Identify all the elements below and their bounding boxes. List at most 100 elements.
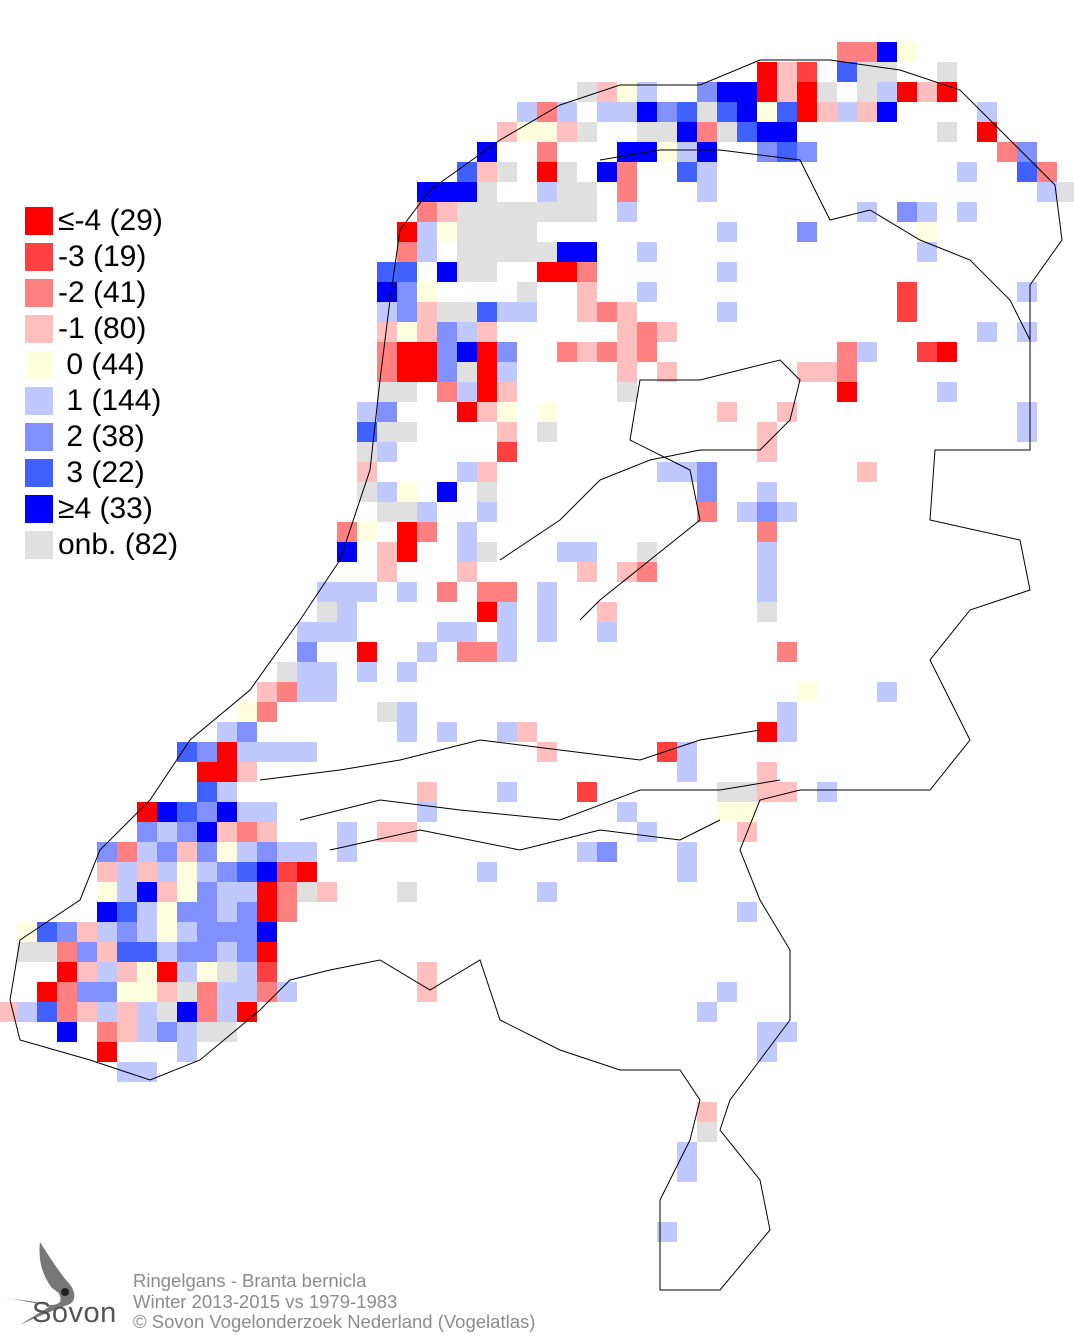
grid-cell: [37, 942, 57, 962]
grid-cell: [757, 122, 777, 142]
grid-cell: [497, 782, 517, 802]
grid-cell: [717, 222, 737, 242]
grid-cell: [617, 562, 637, 582]
grid-cell: [377, 322, 397, 342]
grid-cell: [777, 1022, 797, 1042]
grid-cell: [757, 62, 777, 82]
grid-cell: [777, 142, 797, 162]
grid-cell: [437, 622, 457, 642]
grid-cell: [577, 82, 597, 102]
grid-cell: [877, 42, 897, 62]
grid-cell: [697, 482, 717, 502]
grid-cell: [117, 922, 137, 942]
grid-cell: [217, 862, 237, 882]
grid-cell: [617, 382, 637, 402]
grid-cell: [417, 182, 437, 202]
grid-cell: [697, 462, 717, 482]
grid-cell: [97, 942, 117, 962]
grid-cell: [697, 102, 717, 122]
grid-cell: [817, 362, 837, 382]
grid-cell: [737, 502, 757, 522]
grid-cell: [637, 102, 657, 122]
grid-cell: [257, 962, 277, 982]
grid-cell: [637, 322, 657, 342]
grid-cell: [477, 642, 497, 662]
grid-cell: [657, 322, 677, 342]
legend-label: 3 (22): [58, 456, 145, 489]
grid-cell: [537, 742, 557, 762]
grid-cell: [37, 982, 57, 1002]
grid-cell: [637, 562, 657, 582]
grid-cell: [397, 482, 417, 502]
grid-cell: [897, 82, 917, 102]
grid-cell: [417, 362, 437, 382]
legend-swatch: [25, 459, 53, 487]
grid-cell: [297, 622, 317, 642]
grid-cell: [637, 542, 657, 562]
grid-cell: [77, 922, 97, 942]
grid-cell: [737, 102, 757, 122]
grid-cell: [697, 142, 717, 162]
grid-cell: [537, 102, 557, 122]
grid-cell: [577, 782, 597, 802]
grid-cell: [1037, 182, 1057, 202]
grid-cell: [377, 342, 397, 362]
grid-cell: [757, 522, 777, 542]
grid-cell: [217, 742, 237, 762]
grid-cell: [577, 842, 597, 862]
grid-cell: [137, 942, 157, 962]
grid-cell: [497, 602, 517, 622]
grid-cell: [37, 1002, 57, 1022]
grid-cell: [557, 122, 577, 142]
grid-cell: [137, 822, 157, 842]
grid-cell: [177, 922, 197, 942]
grid-cell: [617, 102, 637, 122]
grid-cell: [417, 982, 437, 1002]
grid-cell: [557, 182, 577, 202]
grid-cell: [97, 982, 117, 1002]
grid-cell: [397, 282, 417, 302]
grid-cell: [217, 802, 237, 822]
grid-cell: [237, 882, 257, 902]
grid-cell: [477, 162, 497, 182]
grid-cell: [577, 282, 597, 302]
grid-cell: [157, 962, 177, 982]
grid-cell: [397, 342, 417, 362]
grid-cell: [577, 562, 597, 582]
grid-cell: [177, 842, 197, 862]
grid-cell: [477, 582, 497, 602]
grid-cell: [897, 302, 917, 322]
grid-cell: [177, 862, 197, 882]
grid-cell: [57, 1022, 77, 1042]
grid-cell: [357, 482, 377, 502]
grid-cell: [597, 82, 617, 102]
netherlands-border: [9, 59, 1063, 1291]
grid-cell: [237, 942, 257, 962]
grid-cell: [937, 62, 957, 82]
grid-cell: [357, 462, 377, 482]
legend-label: 0 (44): [58, 348, 145, 381]
grid-cell: [97, 1022, 117, 1042]
grid-cell: [217, 962, 237, 982]
grid-cell: [537, 622, 557, 642]
grid-cell: [237, 822, 257, 842]
grid-cell: [197, 822, 217, 842]
grid-cell: [217, 782, 237, 802]
grid-cell: [737, 782, 757, 802]
grid-cell: [697, 182, 717, 202]
grid-cell: [957, 162, 977, 182]
grid-cell: [657, 1222, 677, 1242]
grid-cell: [217, 1002, 237, 1022]
grid-cell: [77, 962, 97, 982]
grid-cell: [777, 502, 797, 522]
grid-cell: [677, 102, 697, 122]
grid-cell: [197, 1022, 217, 1042]
grid-cell: [637, 822, 657, 842]
grid-cell: [877, 682, 897, 702]
grid-cell: [277, 902, 297, 922]
grid-cell: [497, 582, 517, 602]
legend-label: ≤-4 (29): [58, 204, 163, 237]
grid-cell: [257, 942, 277, 962]
grid-cell: [217, 942, 237, 962]
